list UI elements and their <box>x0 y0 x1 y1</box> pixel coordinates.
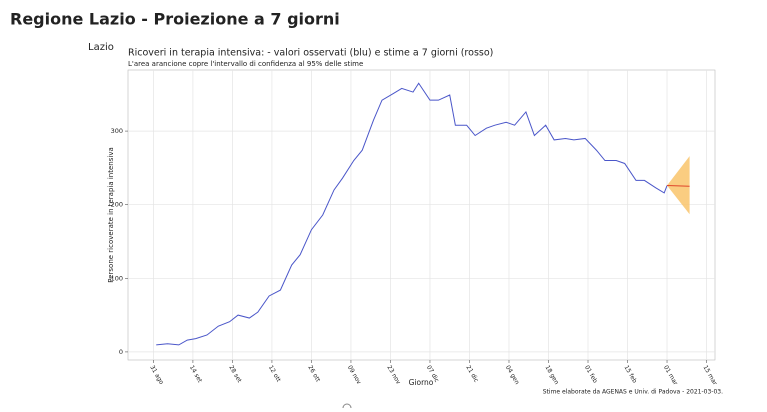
x-tick-label: 21 dic <box>464 364 479 383</box>
x-axis-label: Giorno <box>409 378 434 387</box>
forecast-line <box>667 185 690 187</box>
x-tick-label: 31 ago <box>148 364 165 386</box>
scroll-indicator <box>342 403 352 412</box>
region-label: Lazio <box>88 42 114 53</box>
x-tick-label: 15 feb <box>622 364 638 384</box>
x-tick-label: 18 gen <box>543 364 560 386</box>
chart-title: Ricoveri in terapia intensiva: - valori … <box>128 48 493 59</box>
y-tick-label: 200 <box>111 201 123 209</box>
x-tick-label: 09 nov <box>346 364 363 386</box>
x-tick-label: 23 nov <box>385 364 402 386</box>
caption: Stime elaborate da AGENAS e Univ. di Pad… <box>543 389 723 396</box>
chart-subtitle: L'area arancione copre l'intervallo di c… <box>128 60 363 68</box>
y-axis-label: Persone ricoverate in terapia intensiva <box>107 147 115 283</box>
x-tick-label: 04 gen <box>504 364 521 386</box>
x-tick-label: 14 set <box>188 364 204 384</box>
x-tick-label: 12 ott <box>267 364 282 384</box>
x-tick-label: 15 mar <box>702 364 719 387</box>
observed-line <box>156 82 668 346</box>
y-tick-label: 300 <box>111 127 123 135</box>
x-tick-label: 01 mar <box>662 364 679 387</box>
y-tick-label: 0 <box>119 348 123 356</box>
x-tick-label: 28 set <box>227 364 243 384</box>
page-title: Regione Lazio - Proiezione a 7 giorni <box>10 10 340 29</box>
plot-frame <box>127 69 716 361</box>
confidence-band <box>667 156 690 215</box>
x-tick-label: 01 feb <box>583 364 599 384</box>
x-tick-label: 26 ott <box>306 364 321 384</box>
y-tick-label: 100 <box>111 274 123 282</box>
